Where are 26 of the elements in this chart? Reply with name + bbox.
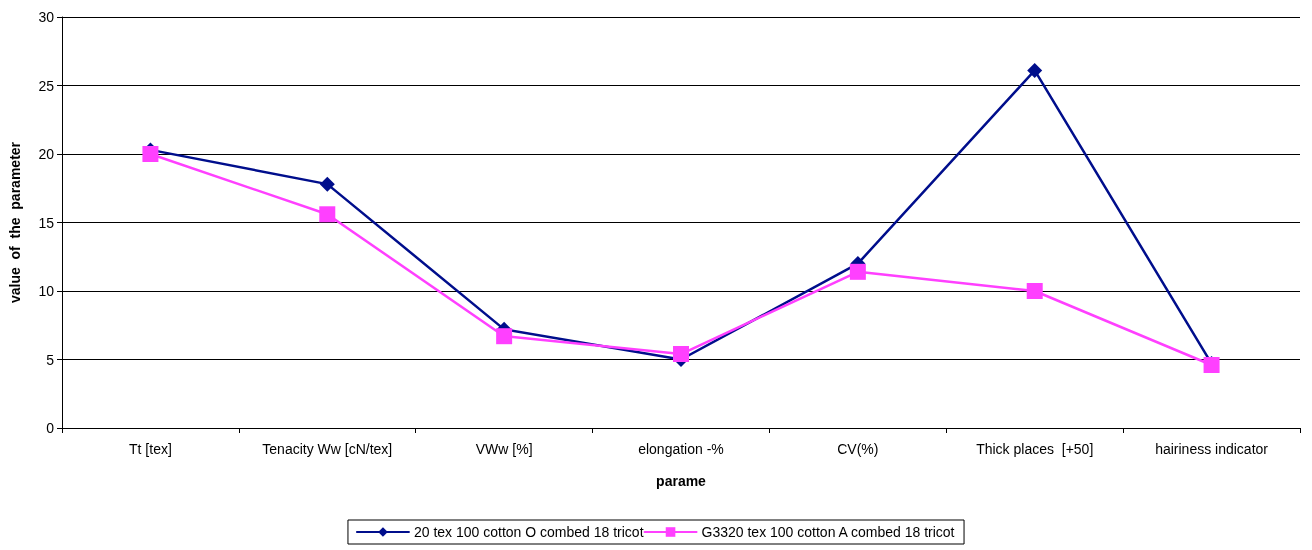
y-tick-label: 5 (46, 351, 55, 368)
x-tick-label: Tenacity Ww [cN/tex] (262, 441, 393, 457)
point (1026, 283, 1043, 299)
y-tick-label: 20 (38, 146, 55, 162)
y-tick-label: 30 (38, 9, 55, 25)
y-tick-label: 15 (38, 214, 55, 231)
x-tick-label: Tt [tex] (129, 441, 172, 457)
legend-label: G3320 tex 100 cotton A combed 18 tricot (701, 524, 955, 540)
x-tick-label: CV(%) (837, 441, 879, 457)
x-tick-label: VWw [%] (475, 441, 533, 457)
x-tick-label: Thick places [+50] (976, 441, 1094, 457)
legend-label: 20 tex 100 cotton O combed 18 tricot (413, 524, 644, 540)
point (319, 176, 335, 192)
x-tick-label: elongation -% (638, 441, 724, 457)
x-tick-label: hairiness indicator (1155, 441, 1269, 457)
y-tick-label: 10 (38, 283, 55, 299)
point (496, 328, 513, 345)
y-tick-label: 0 (46, 420, 55, 436)
point (673, 346, 689, 363)
point (142, 146, 159, 162)
point (1027, 62, 1043, 78)
y-axis-title: value of the parameter (7, 141, 23, 304)
y-tick-label: 25 (38, 77, 55, 94)
point (319, 206, 336, 223)
x-axis-title: parame (656, 473, 707, 489)
point (849, 263, 866, 280)
